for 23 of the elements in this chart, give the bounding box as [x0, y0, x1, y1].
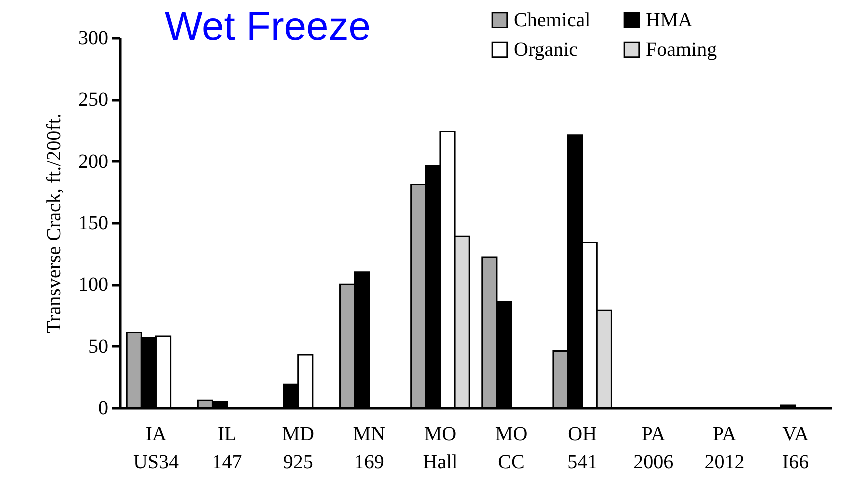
legend-label: Chemical	[514, 9, 592, 32]
x-tick-label: MO CC	[495, 424, 528, 474]
x-tick-label: VA I66	[782, 424, 810, 474]
legend-label: HMA	[646, 9, 694, 32]
chart-title: Wet Freeze	[165, 5, 371, 49]
y-tick-label: 200	[78, 150, 108, 173]
x-tick-label: PA 2012	[704, 424, 745, 474]
y-tick-label: 300	[78, 28, 108, 50]
x-tick-label: MO Hall	[423, 424, 458, 474]
legend-label: Organic	[514, 39, 578, 61]
legend-label: Foaming	[646, 39, 718, 61]
x-tick-label: IA US34	[133, 424, 180, 474]
x-tick-label: OH 541	[568, 424, 598, 474]
y-axis-title: Transverse Crack, ft./200ft.	[44, 114, 66, 334]
x-tick-label: MD 925	[282, 424, 314, 474]
y-tick-label: 250	[78, 89, 108, 112]
x-tick-label: MN 169	[353, 424, 386, 474]
x-tick-label: PA 2006	[634, 424, 674, 474]
y-tick-label: 150	[78, 212, 108, 234]
y-tick-label: 50	[88, 336, 108, 358]
x-tick-label: IL 147	[212, 424, 242, 474]
y-tick-label: 100	[78, 274, 108, 296]
y-tick-label: 0	[98, 398, 108, 420]
